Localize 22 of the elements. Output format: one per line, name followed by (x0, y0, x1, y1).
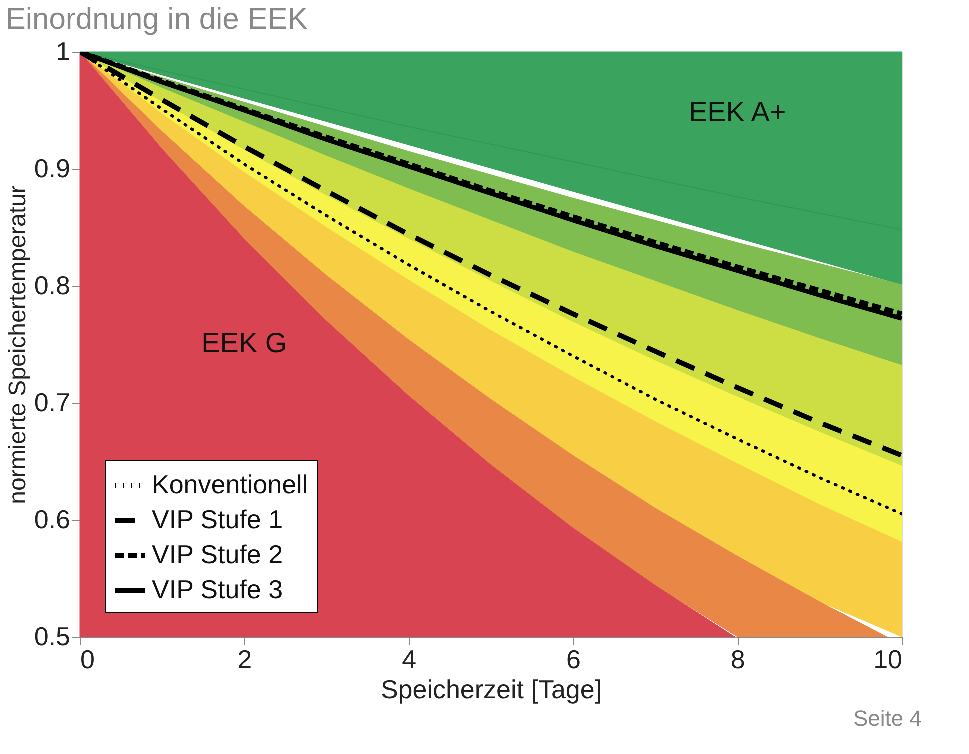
annotation: EEK G (202, 328, 288, 358)
y-tick-label: 0.9 (34, 154, 70, 184)
x-tick-label: 6 (566, 644, 581, 674)
legend-label: VIP Stufe 2 (152, 540, 284, 570)
legend-label: VIP Stufe 3 (152, 574, 284, 604)
legend-label: Konventionell (152, 470, 308, 500)
y-axis-title: normierte Speichertemperatur (4, 186, 32, 504)
x-tick-label: 4 (402, 644, 417, 674)
text: Seite 4 (854, 706, 922, 731)
chart-title: Einordnung in die EEK (6, 3, 308, 36)
y-tick-label: 0.5 (34, 622, 70, 652)
y-tick-label: 0.7 (34, 388, 70, 418)
legend-label: VIP Stufe 1 (152, 504, 284, 534)
y-tick-label: 1 (56, 36, 70, 66)
annotation: EEK A+ (688, 96, 786, 128)
x-tick-label: 2 (238, 644, 252, 674)
x-tick-label: 0 (80, 644, 95, 674)
x-axis-title: Speicherzeit [Tage] (380, 674, 602, 704)
y-tick-label: 0.6 (34, 504, 70, 534)
x-tick-label: 8 (730, 644, 746, 674)
y-tick-label: 0.8 (34, 270, 70, 300)
x-tick-label: 10 (874, 644, 902, 674)
